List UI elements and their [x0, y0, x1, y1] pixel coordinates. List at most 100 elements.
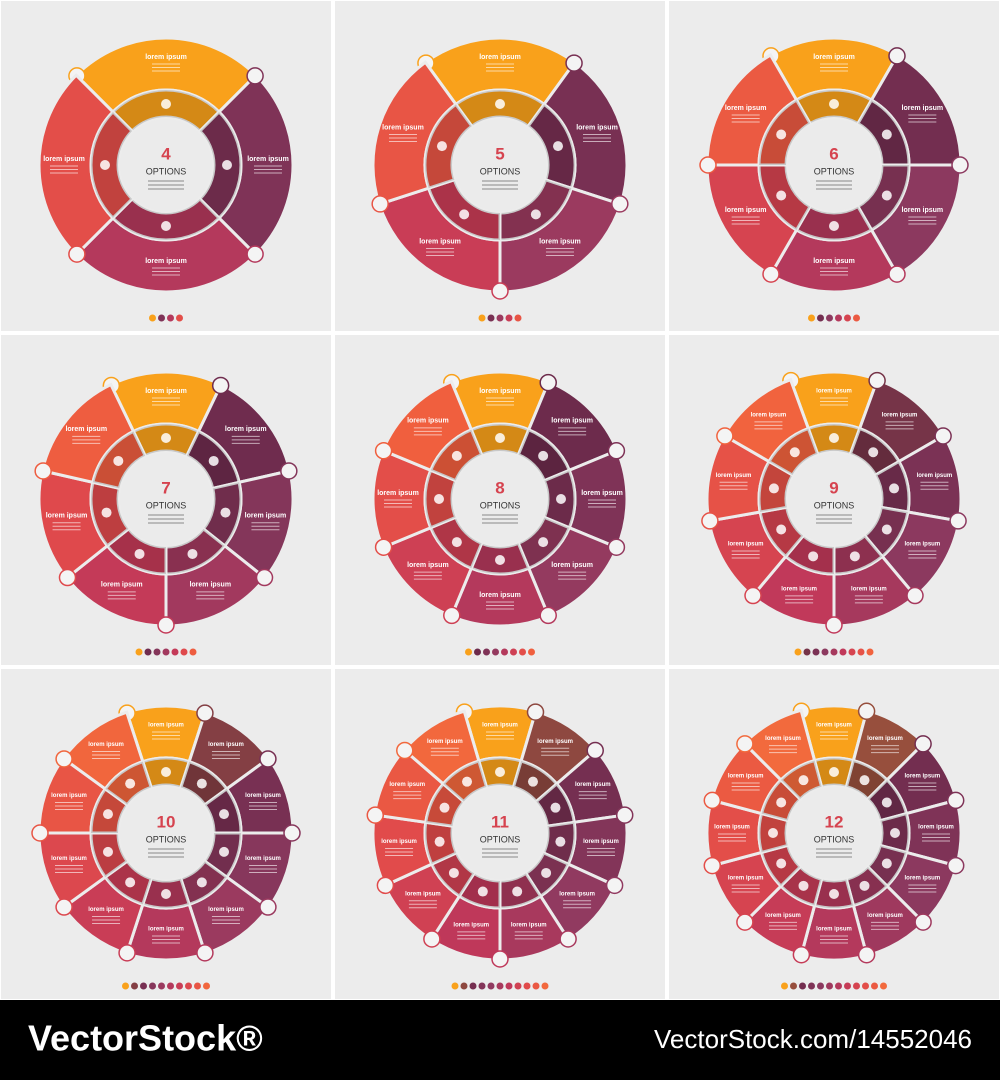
segment-badge [376, 876, 395, 895]
segment-icon [220, 507, 231, 518]
segment-icon [439, 802, 450, 813]
segment-icon [161, 767, 171, 777]
segment-badge [888, 265, 906, 283]
segment-icon [448, 867, 459, 878]
center-caption: OPTIONS [146, 166, 187, 176]
segment-icon [436, 141, 447, 152]
segment-icon [219, 846, 230, 857]
segment-icon [553, 141, 564, 152]
segment-badge [366, 806, 385, 824]
segment-badge [615, 806, 634, 824]
option-panel: lorem ipsum lorem ipsum lorem ipsum lorem i… [335, 335, 665, 665]
segment-icon [550, 802, 561, 813]
color-dot [487, 314, 495, 322]
segment-icon [798, 775, 809, 786]
segment-icon [161, 433, 171, 443]
option-panel: lorem ipsum lorem ipsum lorem ipsum lorem i… [335, 669, 665, 999]
segment-label: lorem ipsum [381, 839, 417, 845]
segment-badge [34, 462, 52, 480]
segment-badge [58, 568, 77, 587]
segment-label: lorem ipsum [583, 839, 619, 845]
color-dot [194, 982, 201, 990]
option-panel: lorem ipsum lorem ipsum lorem ipsum lorem i… [1, 669, 331, 999]
segment-label: lorem ipsum [716, 473, 752, 479]
segment-badge [246, 67, 264, 85]
center-disc [788, 787, 880, 879]
inner-ring-segment [423, 102, 474, 191]
segment-icon [477, 886, 488, 897]
color-dot [853, 982, 860, 990]
inner-ring-shade [112, 90, 220, 132]
segment-label: lorem ipsum [918, 825, 954, 831]
segment-badge [699, 156, 717, 174]
center-caption: OPTIONS [480, 500, 521, 510]
color-dot [528, 648, 535, 656]
footer-brand: VectorStock® [28, 1018, 263, 1059]
center-disc [120, 119, 212, 211]
segment-badge [946, 791, 965, 810]
color-dot [465, 648, 472, 656]
color-dot [848, 648, 856, 656]
color-dot [483, 648, 490, 656]
segment-badge [586, 741, 604, 760]
segment-badge [539, 606, 557, 625]
color-dot [149, 982, 156, 990]
color-dot [523, 982, 531, 990]
segment-label: lorem ipsum [419, 238, 461, 245]
center-caption: OPTIONS [146, 834, 187, 844]
segment-badge [701, 512, 719, 530]
segment-icon [134, 548, 145, 559]
color-dot [519, 648, 526, 656]
segment-badge [55, 750, 73, 768]
segment-badge [68, 245, 86, 263]
inner-ring-shade [112, 198, 220, 240]
segment-icon [451, 537, 462, 548]
segment-badge [825, 616, 843, 634]
segment-icon [161, 221, 171, 231]
segment-badge [703, 856, 722, 875]
color-dot [541, 982, 549, 990]
color-dot [203, 982, 210, 990]
segment-badge [374, 442, 393, 460]
segment-label: lorem ipsum [904, 774, 940, 780]
segment-badge [396, 741, 414, 760]
inner-ring-shade [199, 111, 241, 219]
segment-icon [196, 877, 207, 888]
option-panel: lorem ipsum lorem ipsum lorem ipsum lorem i… [335, 1, 665, 331]
color-dot [135, 648, 143, 656]
segment-label: lorem ipsum [816, 389, 852, 395]
segment-icon [196, 778, 207, 789]
segment-label: lorem ipsum [765, 736, 801, 742]
segment-icon [829, 221, 839, 231]
color-dot [803, 648, 811, 656]
segment-badge [31, 824, 49, 842]
color-dot [835, 314, 842, 322]
segment-label: lorem ipsum [208, 742, 244, 748]
color-dot [474, 648, 481, 656]
center-number: 9 [829, 478, 838, 497]
segment-label: lorem ipsum [539, 238, 581, 245]
segment-icon [208, 455, 219, 466]
color-dot [451, 982, 459, 990]
center-caption: OPTIONS [480, 834, 521, 844]
segment-label: lorem ipsum [482, 723, 518, 729]
segment-label: lorem ipsum [46, 513, 88, 520]
color-dot [158, 314, 165, 322]
segment-badge [280, 462, 298, 480]
segment-badge [605, 876, 624, 895]
color-dot [830, 648, 838, 656]
segment-icon [125, 778, 136, 789]
segment-badge [196, 944, 214, 962]
color-dot [144, 648, 152, 656]
segment-badge [491, 282, 509, 300]
center-number: 6 [829, 144, 838, 163]
segment-icon [495, 99, 505, 109]
color-dot [826, 982, 833, 990]
center-caption: OPTIONS [814, 500, 855, 510]
segment-badge [559, 930, 577, 948]
segment-badge [371, 195, 389, 213]
segment-badge [857, 945, 876, 964]
segment-label: lorem ipsum [245, 793, 281, 799]
segment-icon [161, 889, 171, 899]
color-dot [817, 982, 824, 990]
